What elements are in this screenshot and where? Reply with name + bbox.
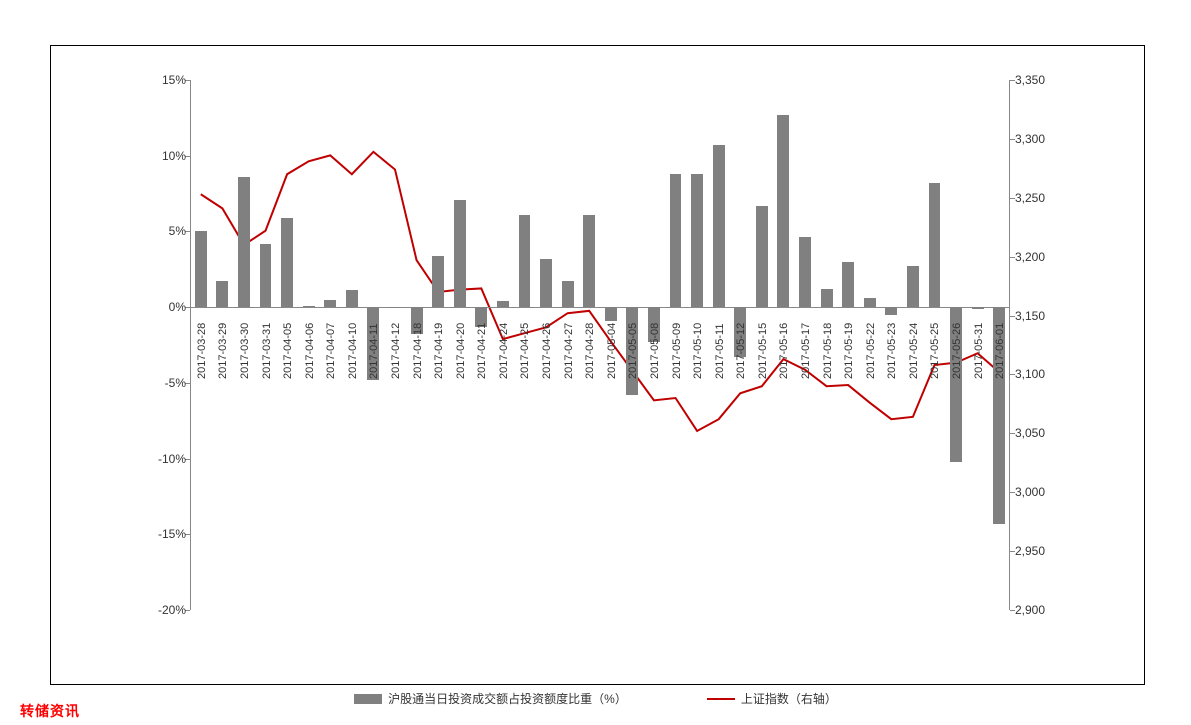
legend-swatch-line — [707, 698, 735, 700]
x-category-label: 2017-04-11 — [368, 324, 380, 379]
legend-item-line: 上证指数（右轴） — [707, 690, 837, 707]
x-category-label: 2017-05-25 — [929, 323, 941, 379]
x-category-label: 2017-05-22 — [865, 323, 877, 379]
bar — [497, 301, 509, 307]
x-category-label: 2017-05-04 — [606, 323, 618, 379]
bar — [929, 183, 941, 307]
y-left-tick-label: -5% — [136, 376, 186, 390]
y-right-tick-label: 3,050 — [1015, 426, 1065, 440]
bar — [842, 262, 854, 307]
x-category-label: 2017-05-31 — [973, 323, 985, 379]
y-right-tick-label: 3,200 — [1015, 250, 1065, 264]
bar — [195, 231, 207, 307]
y-left-tick-label: 5% — [136, 224, 186, 238]
x-category-label: 2017-04-07 — [325, 323, 337, 379]
y-left-tick-label: 15% — [136, 73, 186, 87]
legend-label-bar: 沪股通当日投资成交额占投资额度比重（%） — [388, 690, 627, 707]
bar — [519, 215, 531, 307]
x-category-label: 2017-05-12 — [735, 323, 747, 379]
x-category-label: 2017-05-09 — [671, 323, 683, 379]
x-category-label: 2017-05-17 — [800, 323, 812, 379]
bar — [303, 306, 315, 308]
bar — [821, 289, 833, 307]
y-left-tick-label: -20% — [136, 603, 186, 617]
bar — [670, 174, 682, 307]
y-right-tick-label: 3,250 — [1015, 191, 1065, 205]
x-category-label: 2017-04-10 — [347, 323, 359, 379]
x-category-label: 2017-05-10 — [692, 323, 704, 379]
x-category-label: 2017-05-18 — [822, 323, 834, 379]
y-right-tick-label: 3,350 — [1015, 73, 1065, 87]
bar — [454, 200, 466, 308]
x-category-label: 2017-04-25 — [519, 323, 531, 379]
bar — [864, 298, 876, 307]
x-category-label: 2017-04-20 — [455, 323, 467, 379]
bar — [324, 300, 336, 308]
x-category-label: 2017-05-08 — [649, 323, 661, 379]
legend-swatch-bar — [354, 694, 382, 704]
bar — [540, 259, 552, 307]
y-right-tick-label: 3,000 — [1015, 485, 1065, 499]
y-left-tick-label: -15% — [136, 527, 186, 541]
y-left-tick-label: 0% — [136, 300, 186, 314]
x-category-label: 2017-03-29 — [217, 323, 229, 379]
x-category-label: 2017-05-26 — [951, 323, 963, 379]
plot-area: 2017-03-28 2017-03-29 2017-03-30 2017-03-31… — [190, 80, 1010, 610]
x-category-label: 2017-04-26 — [541, 323, 553, 379]
x-category-label: 2017-03-28 — [196, 323, 208, 379]
bar — [907, 266, 919, 307]
bar — [281, 218, 293, 307]
y-right-tick-label: 3,150 — [1015, 309, 1065, 323]
bar — [605, 307, 617, 321]
bar — [432, 256, 444, 307]
bar — [799, 237, 811, 307]
bar — [562, 281, 574, 307]
chart-container: 2017-03-28 2017-03-29 2017-03-30 2017-03-31… — [0, 0, 1191, 725]
x-category-label: 2017-05-24 — [908, 323, 920, 379]
legend-label-line: 上证指数（右轴） — [741, 690, 837, 707]
y-right-tick-label: 3,100 — [1015, 367, 1065, 381]
x-category-label: 2017-04-24 — [498, 323, 510, 379]
x-category-label: 2017-04-05 — [282, 323, 294, 379]
y-left-tick-label: -10% — [136, 452, 186, 466]
bar — [260, 244, 272, 308]
bar — [389, 307, 401, 308]
bar — [756, 206, 768, 307]
x-category-label: 2017-04-06 — [304, 323, 316, 379]
x-category-label: 2017-05-19 — [843, 323, 855, 379]
legend-item-bar: 沪股通当日投资成交额占投资额度比重（%） — [354, 690, 627, 707]
y-right-tick-label: 3,300 — [1015, 132, 1065, 146]
x-category-label: 2017-05-23 — [886, 323, 898, 379]
y-left-tick-label: 10% — [136, 149, 186, 163]
x-category-label: 2017-05-05 — [627, 323, 639, 379]
bar — [216, 281, 228, 307]
bar — [583, 215, 595, 307]
x-category-label: 2017-04-27 — [563, 323, 575, 379]
x-category-label: 2017-05-11 — [714, 324, 726, 379]
bar — [972, 307, 984, 309]
x-category-label: 2017-03-31 — [261, 323, 273, 379]
legend: 沪股通当日投资成交额占投资额度比重（%） 上证指数（右轴） — [0, 690, 1191, 707]
bar — [346, 290, 358, 307]
footer-watermark: 转储资讯 — [20, 701, 80, 721]
x-category-label: 2017-03-30 — [239, 323, 251, 379]
x-category-label: 2017-04-28 — [584, 323, 596, 379]
bar — [238, 177, 250, 307]
x-category-label: 2017-05-16 — [778, 323, 790, 379]
bar — [777, 115, 789, 307]
bar — [713, 145, 725, 307]
y-right-tick-label: 2,950 — [1015, 544, 1065, 558]
x-category-label: 2017-06-01 — [994, 323, 1006, 379]
bar — [691, 174, 703, 307]
bar — [885, 307, 897, 315]
x-category-label: 2017-05-15 — [757, 323, 769, 379]
y-right-tick-label: 2,900 — [1015, 603, 1065, 617]
line-path — [201, 152, 999, 431]
x-category-label: 2017-04-12 — [390, 323, 402, 379]
x-category-label: 2017-04-18 — [412, 323, 424, 379]
x-category-label: 2017-04-19 — [433, 323, 445, 379]
x-category-label: 2017-04-21 — [476, 323, 488, 379]
